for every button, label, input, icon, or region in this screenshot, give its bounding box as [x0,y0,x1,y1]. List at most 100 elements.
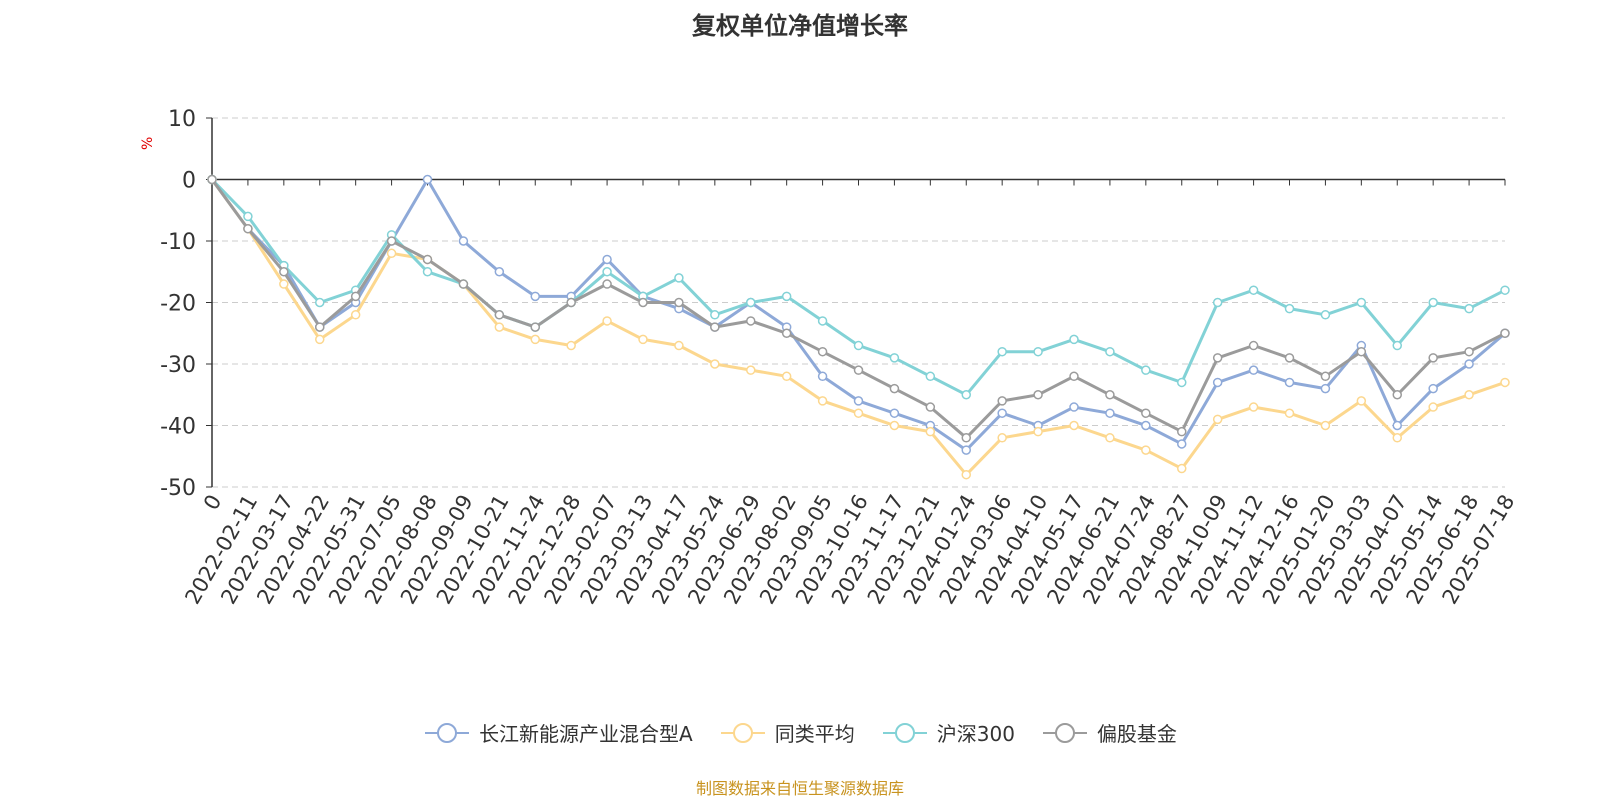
data-point [494,322,505,332]
data-point [602,267,612,277]
source-note: 制图数据来自恒生聚源数据库 [695,779,904,798]
data-point [458,279,469,289]
data-point [889,353,900,363]
data-point [853,408,864,418]
data-point [817,346,828,357]
data-point [674,273,684,283]
data-point [422,174,433,185]
data-point [1212,297,1223,308]
data-point [710,322,720,332]
data-point [1212,414,1223,425]
legend-swatch-icon [882,722,927,743]
data-point [602,254,612,265]
data-point [638,334,648,345]
data-point [997,396,1007,406]
data-point [530,322,540,332]
data-point [817,371,828,382]
data-point [1177,439,1187,449]
data-point [710,310,720,320]
y-tick-label: -20 [160,292,196,317]
data-point [925,426,936,437]
data-point [566,297,576,308]
data-point [530,291,540,302]
data-point [1105,408,1115,418]
data-point [746,365,756,375]
data-point [746,297,756,308]
legend-swatch-icon [425,722,470,743]
y-tick-label: -10 [160,230,196,255]
data-point [853,396,864,406]
data-point [458,236,469,246]
data-point [817,316,828,326]
data-point [1500,377,1510,388]
data-point [781,291,792,302]
legend-swatch-icon [1042,722,1087,743]
data-point [1284,377,1295,388]
data-point [1141,420,1151,431]
series-line-1 [210,178,1506,477]
y-tick-label: -30 [160,353,196,378]
data-point [1177,377,1187,388]
data-point [315,322,325,332]
y-tick-label: -40 [160,415,196,440]
data-point [853,365,864,375]
data-point [1248,285,1259,295]
data-point [710,359,720,369]
y-tick-label: 0 [182,169,196,194]
data-point [494,267,505,277]
data-point [1033,426,1043,437]
data-point [243,223,253,234]
data-point [1177,463,1187,474]
data-point [602,279,612,289]
data-point [386,236,397,246]
series-line-2 [210,178,1506,397]
data-point [961,433,971,443]
data-point [422,254,433,265]
data-point [1428,383,1438,394]
data-point [566,340,576,351]
legend-item-1[interactable]: 同类平均 [719,718,855,747]
data-point [1500,285,1510,295]
data-point [207,174,217,185]
data-point [889,383,900,394]
data-point [494,310,505,320]
data-point [1320,420,1331,431]
data-point [1284,303,1295,314]
legend-label: 偏股基金 [1096,722,1177,746]
legend-item-0[interactable]: 长江新能源产业混合型A [423,718,693,747]
data-point [1105,346,1115,357]
data-point [279,267,289,277]
data-point [1356,396,1367,406]
y-tick-label: -50 [160,476,196,501]
legend-item-3[interactable]: 偏股基金 [1041,718,1177,747]
data-point [997,346,1007,357]
data-point [961,469,971,480]
data-point [1428,353,1438,363]
data-point [1141,408,1151,418]
data-point [674,297,684,308]
legend-label: 同类平均 [774,722,855,746]
data-point [386,248,397,259]
data-point [1500,328,1510,338]
data-point [1033,346,1043,357]
data-point [1356,297,1367,308]
data-point [1464,346,1474,357]
data-point [817,396,828,406]
data-point [853,340,864,351]
data-point [889,408,900,418]
data-point [350,291,361,302]
data-point [1464,390,1474,400]
data-point [1356,346,1367,357]
data-point [1069,334,1079,345]
data-point [961,390,971,400]
legend-item-2[interactable]: 沪深300 [881,718,1015,747]
data-point [1069,420,1079,431]
data-point [1392,433,1402,443]
data-point [1105,433,1115,443]
data-point [1320,371,1331,382]
data-point [1392,340,1402,351]
data-point [1248,340,1259,351]
legend-label: 长江新能源产业混合型A [479,722,693,746]
data-point [1177,426,1187,437]
data-point [350,310,361,320]
